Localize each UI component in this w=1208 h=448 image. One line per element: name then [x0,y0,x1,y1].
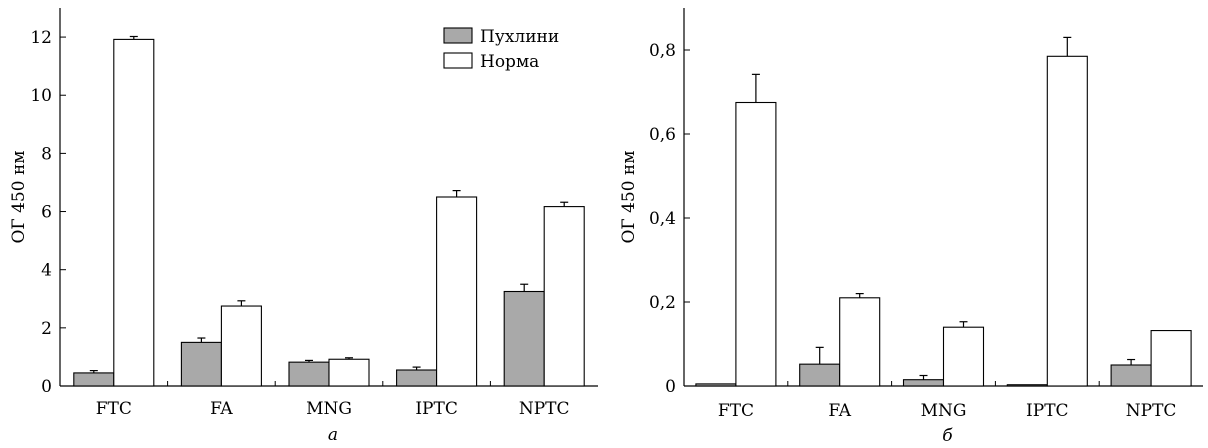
y-tick-label: 0 [41,377,52,397]
category-label: NPTC [519,399,570,419]
category-label: MNG [306,399,352,419]
y-tick-label: 8 [41,144,52,164]
y-axis-label: ОГ 450 нм [9,150,29,243]
bar-tumor [902,379,945,387]
y-tick-label: 0,2 [649,293,676,313]
category-label: FTC [96,399,132,419]
category-label: FA [210,399,233,419]
category-label: FA [828,401,851,421]
y-tick-label: 2 [41,319,52,339]
chart-panel-b: 0 0,2 0,4 0,6 0,8 ОГ 450 нм FTC FA MNG IPTC NPTC б [619,8,1203,446]
bar-normal [113,38,155,387]
y-tick-label: 12 [30,28,52,48]
bar-normal [436,196,478,387]
y-tick-label: 10 [30,86,52,106]
legend-label-tumor: Пухлини [480,27,559,47]
bar-tumor [799,363,841,387]
y-axis-label: ОГ 450 нм [619,150,639,243]
y-tick-label: 0,8 [649,41,676,61]
bar-normal [839,297,881,387]
category-label: FTC [718,401,754,421]
legend: Пухлини Норма [443,27,559,72]
bar-tumor [288,361,330,387]
bar-tumor [73,372,115,387]
category-label: IPTC [415,399,458,419]
bar-tumor [396,369,438,387]
bar-normal [1150,330,1192,387]
category-label: MNG [921,401,967,421]
bar-tumor [695,383,737,387]
chart-panel-a: 0 2 4 6 8 10 12 ОГ 450 нм FTC FA MNG IPTC NPTC а [9,8,598,445]
bar-tumor [180,341,222,387]
category-label: IPTC [1026,401,1069,421]
y-tick-label: 0 [665,377,676,397]
bar-normal [328,358,370,387]
panel-label: а [328,425,338,445]
bar-tumor [503,290,545,387]
bar-tumor [1110,364,1152,387]
legend-swatch-normal [443,52,473,69]
bar-normal [1046,55,1088,387]
y-tick-label: 4 [41,261,52,281]
legend-label-normal: Норма [480,52,539,72]
bar-normal [942,326,985,387]
y-tick-label: 6 [41,203,52,223]
legend-swatch-tumor [443,27,473,44]
bar-normal [543,206,585,387]
category-label: NPTC [1126,401,1177,421]
panel-label: б [942,426,953,446]
y-tick-label: 0,4 [649,209,676,229]
bar-tumor [1006,384,1048,387]
bar-normal [735,101,777,387]
bar-normal [220,305,262,387]
y-tick-label: 0,6 [649,125,676,145]
